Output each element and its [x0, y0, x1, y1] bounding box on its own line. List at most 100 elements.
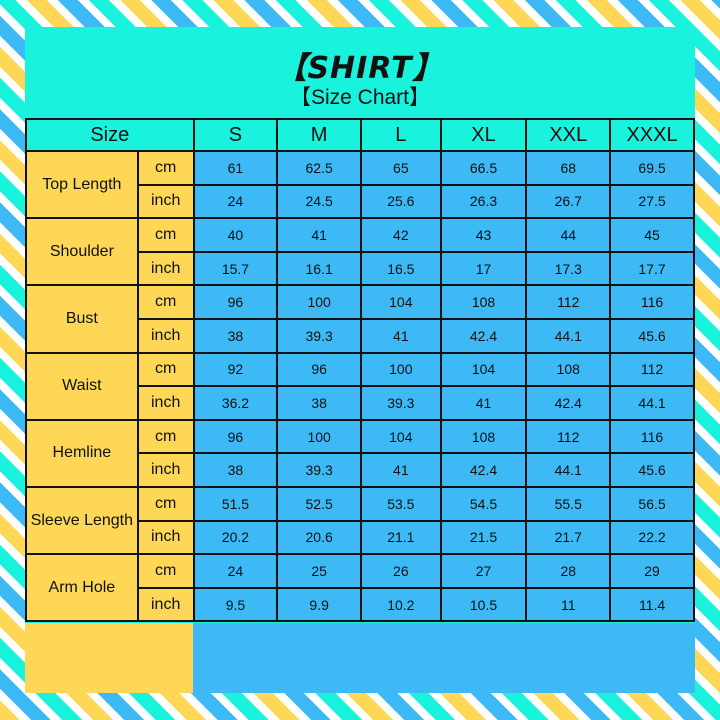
- size-chart-panel: 【SHIRT】 【Size Chart】 Size S M L XL XXL XXXL T…: [25, 27, 695, 693]
- value-cell: 26: [359, 553, 442, 589]
- value-cell: 53.5: [359, 485, 442, 522]
- value-cell: 21.5: [439, 519, 528, 556]
- value-cell: 36.2: [192, 385, 279, 421]
- value-cell: 25.6: [359, 183, 442, 220]
- unit-label: inch: [136, 586, 195, 623]
- value-cell: 45.6: [609, 317, 695, 354]
- table-row: Top Length cm 61 62.5 65 66.5 68 69.5: [25, 149, 695, 220]
- value-cell: 96: [192, 418, 279, 455]
- value-cell: 104: [439, 351, 528, 388]
- value-cell: 42.4: [439, 452, 528, 488]
- value-cell: 104: [359, 418, 442, 455]
- measurement-label: Hemline: [25, 418, 139, 488]
- unit-label: cm: [136, 553, 195, 589]
- table-row: inch 24 24.5 25.6 26.3 26.7 27.5: [26, 183, 695, 220]
- value-cell: 21.7: [525, 519, 612, 556]
- size-table: Size S M L XL XXL XXXL Top Length cm 61 62.5 65 66…: [25, 118, 695, 623]
- title-block: 【SHIRT】 【Size Chart】: [25, 27, 695, 118]
- value-cell: 24: [192, 553, 279, 589]
- value-cell: 51.5: [192, 485, 279, 522]
- value-cell: 44.1: [525, 452, 612, 488]
- value-cell: 24: [192, 183, 279, 220]
- value-cell: 44.1: [525, 317, 612, 354]
- value-cell: 61: [192, 150, 279, 186]
- value-cell: 38: [276, 385, 362, 421]
- value-cell: 52.5: [276, 485, 362, 522]
- value-cell: 11: [525, 586, 612, 623]
- value-cell: 26.7: [525, 183, 612, 220]
- value-cell: 112: [525, 284, 612, 320]
- unit-label: cm: [136, 485, 195, 522]
- value-cell: 27.5: [609, 183, 695, 220]
- value-cell: 39.3: [359, 385, 442, 421]
- chart-subtitle: 【Size Chart】: [289, 86, 431, 109]
- measurement-label: Waist: [25, 351, 139, 421]
- value-cell: 100: [359, 351, 442, 388]
- size-header-xxxl: XXXL: [609, 118, 695, 152]
- value-cell: 68: [525, 150, 612, 186]
- unit-label: cm: [136, 217, 195, 253]
- value-cell: 100: [276, 418, 362, 455]
- value-cell: 45.6: [609, 452, 695, 488]
- measurement-label: Sleeve Length: [25, 485, 139, 556]
- value-cell: 45: [609, 217, 695, 253]
- value-cell: 11.4: [609, 586, 695, 623]
- header-row: Size S M L XL XXL XXXL: [25, 118, 695, 152]
- value-cell: 10.2: [359, 586, 442, 623]
- value-cell: 100: [276, 284, 362, 320]
- value-cell: 41: [439, 385, 528, 421]
- table-row: inch 9.5 9.9 10.2 10.5 11 11.4: [26, 586, 695, 623]
- value-cell: 27: [439, 553, 528, 589]
- unit-label: inch: [136, 385, 195, 421]
- value-cell: 55.5: [525, 485, 612, 522]
- size-header-xl: XL: [439, 118, 528, 152]
- value-cell: 17.7: [609, 250, 695, 287]
- value-cell: 65: [359, 150, 442, 186]
- value-cell: 41: [276, 217, 362, 253]
- table-row: inch 38 39.3 41 42.4 44.1 45.6: [26, 452, 695, 488]
- value-cell: 112: [525, 418, 612, 455]
- table-row: Shoulder cm 40 41 42 43 44 45: [25, 217, 695, 287]
- table-row: inch 15.7 16.1 16.5 17 17.3 17.7: [26, 250, 695, 287]
- value-cell: 17.3: [525, 250, 612, 287]
- value-cell: 15.7: [192, 250, 279, 287]
- value-cell: 39.3: [276, 317, 362, 354]
- value-cell: 22.2: [609, 519, 695, 556]
- value-cell: 42.4: [525, 385, 612, 421]
- table-row: inch 38 39.3 41 42.4 44.1 45.6: [26, 317, 695, 354]
- value-cell: 16.1: [276, 250, 362, 287]
- value-cell: 43: [439, 217, 528, 253]
- footer-fill-right: [193, 623, 695, 693]
- value-cell: 39.3: [276, 452, 362, 488]
- table-row: Hemline cm 96 100 104 108 112 116: [25, 418, 695, 488]
- unit-label: cm: [136, 150, 195, 186]
- unit-label: inch: [136, 317, 195, 354]
- value-cell: 56.5: [609, 485, 695, 522]
- value-cell: 26.3: [439, 183, 528, 220]
- measurement-label: Shoulder: [25, 217, 139, 287]
- value-cell: 69.5: [609, 150, 695, 186]
- unit-label: inch: [136, 519, 195, 556]
- value-cell: 9.5: [192, 586, 279, 623]
- table-row: inch 36.2 38 39.3 41 42.4 44.1: [26, 385, 695, 421]
- table-row: Arm Hole cm 24 25 26 27 28 29: [25, 553, 695, 623]
- table-row: inch 20.2 20.6 21.1 21.5 21.7 22.2: [26, 519, 695, 556]
- value-cell: 66.5: [439, 150, 528, 186]
- table-row: Bust cm 96 100 104 108 112 116: [25, 284, 695, 354]
- value-cell: 38: [192, 452, 279, 488]
- value-cell: 44: [525, 217, 612, 253]
- value-cell: 108: [439, 284, 528, 320]
- footer-fill-left: [25, 623, 193, 693]
- value-cell: 20.6: [276, 519, 362, 556]
- value-cell: 28: [525, 553, 612, 589]
- value-cell: 96: [276, 351, 362, 388]
- value-cell: 41: [359, 317, 442, 354]
- measurement-label: Bust: [25, 284, 139, 354]
- value-cell: 40: [192, 217, 279, 253]
- value-cell: 42.4: [439, 317, 528, 354]
- value-cell: 62.5: [276, 150, 362, 186]
- chart-title: 【SHIRT】: [276, 51, 444, 86]
- value-cell: 112: [609, 351, 695, 388]
- value-cell: 10.5: [439, 586, 528, 623]
- size-header-s: S: [192, 118, 279, 152]
